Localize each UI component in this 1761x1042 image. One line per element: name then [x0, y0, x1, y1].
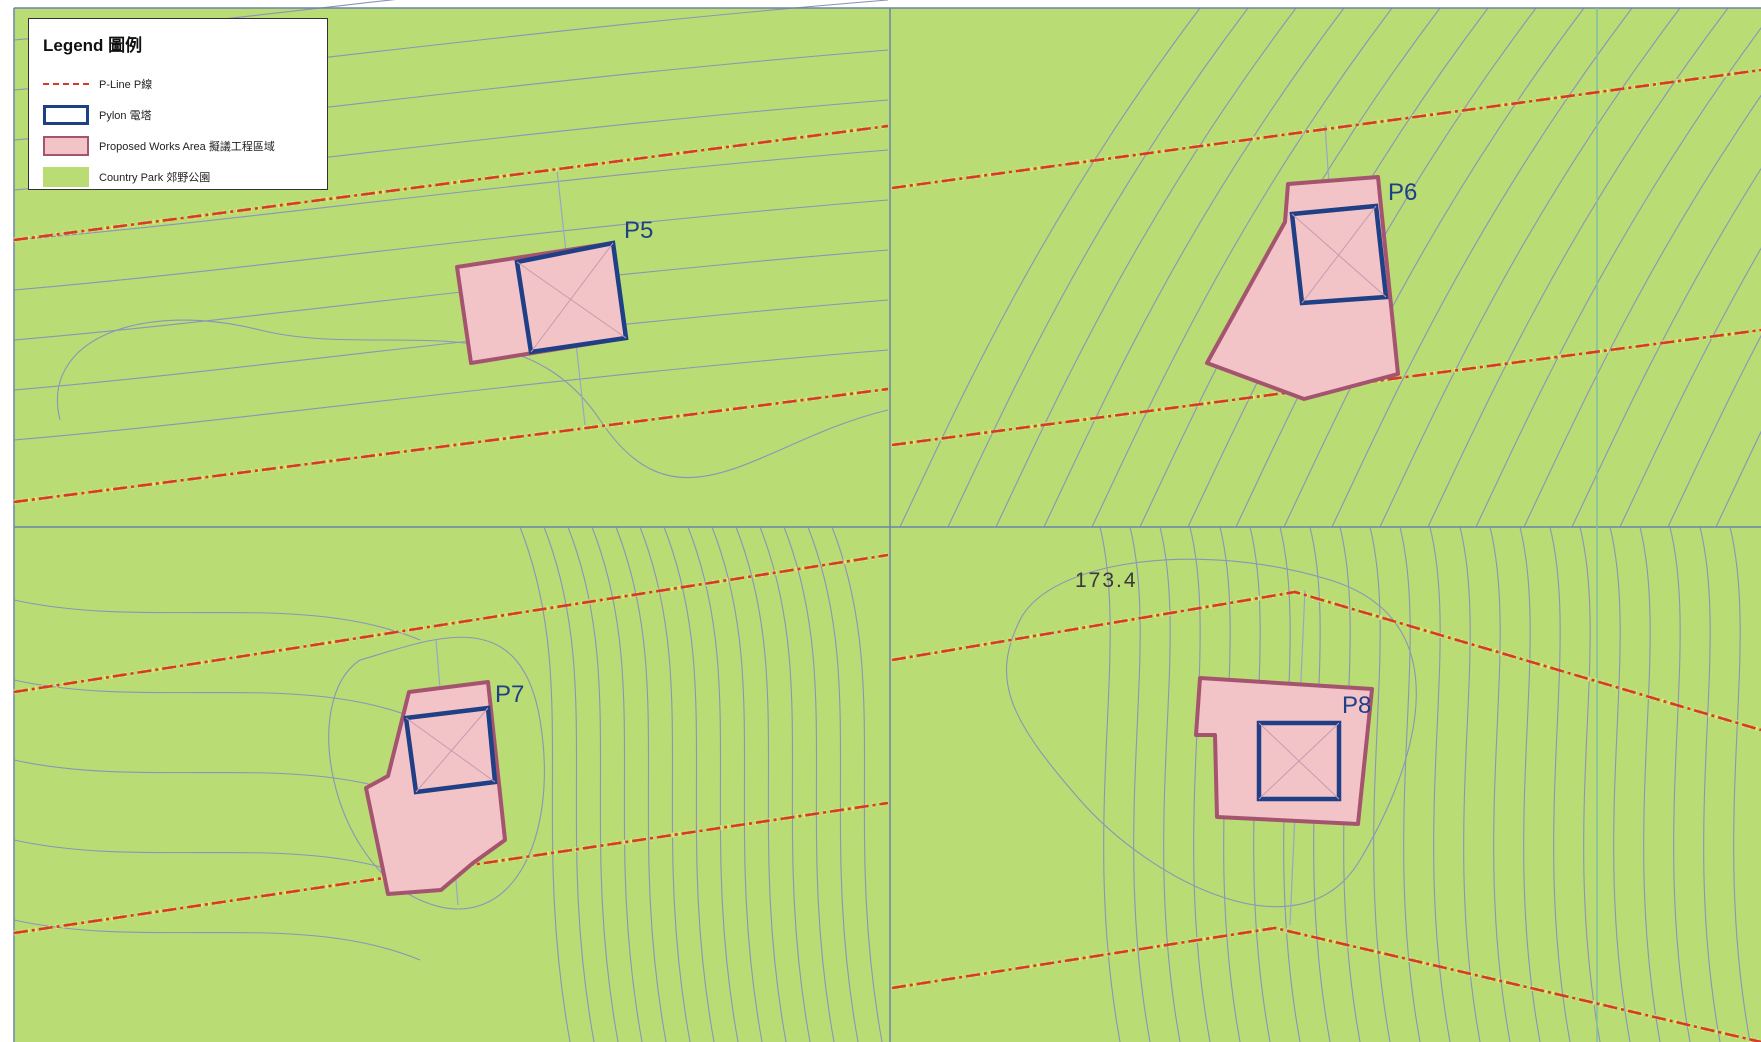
- p8-cross-b: [1258, 722, 1340, 800]
- p-line-c: [891, 68, 1761, 190]
- contour-tr-11: [1427, 7, 1729, 528]
- pline-swatch-icon: [43, 82, 89, 85]
- contour-br-loop: [1006, 558, 1417, 908]
- contour-bl-0: [519, 526, 571, 1042]
- legend-row-pylon: Pylon 電塔: [43, 99, 313, 130]
- contour-br-19: [1669, 526, 1691, 1042]
- contour-br-2: [1159, 526, 1181, 1042]
- contour-br-10: [1399, 526, 1421, 1042]
- p6-cross-a: [1291, 213, 1387, 298]
- pylon-swatch-icon: [43, 104, 89, 125]
- contour-bl-10: [759, 526, 811, 1042]
- contour-bl-12: [807, 526, 859, 1042]
- pylon-label-p6: P6: [1388, 179, 1417, 206]
- contour-br-21: [1729, 526, 1751, 1042]
- contour-tr-10: [1379, 7, 1681, 528]
- spot-height-label: 173.4: [1075, 569, 1138, 592]
- contour-bl-11: [783, 526, 835, 1042]
- contour-bl-2: [567, 526, 619, 1042]
- contour-br-16: [1579, 526, 1601, 1042]
- p-line-a: [13, 124, 889, 242]
- contour-br-12: [1459, 526, 1481, 1042]
- contour-bl-h-0: [13, 599, 421, 641]
- contour-tr-4: [1091, 7, 1393, 528]
- contour-tr-17: [1715, 430, 1761, 528]
- contour-bl-9: [735, 526, 787, 1042]
- p-line-e: [13, 553, 889, 694]
- contour-br-1: [1129, 526, 1151, 1042]
- p7-cross-b: [415, 707, 489, 793]
- pylon-p8: [1256, 720, 1342, 802]
- contour-bl-h-3: [13, 839, 421, 881]
- contour-tl-5: [13, 199, 889, 291]
- contour-tr-8: [1283, 7, 1585, 528]
- legend-row-works: Proposed Works Area 擬議工程區域: [43, 130, 313, 161]
- legend-row-park: Country Park 郊野公園: [43, 161, 313, 192]
- contour-bl-6: [663, 526, 715, 1042]
- p-lines: [13, 68, 1761, 1042]
- p6-cross-b: [1301, 205, 1377, 304]
- contour-bl-13: [831, 526, 883, 1042]
- contour-br-15: [1549, 526, 1571, 1042]
- works-area-swatch-icon: [43, 135, 89, 156]
- map-legend: Legend 圖例 P-Line P線 Pylon 電塔 Proposed Wo…: [28, 18, 328, 190]
- p-line-f: [13, 801, 889, 935]
- p5-cross-a: [516, 261, 627, 339]
- contour-tl-6: [13, 249, 889, 341]
- p-line-h: [891, 926, 1761, 1042]
- contour-br-20: [1699, 526, 1721, 1042]
- contour-bl-3: [591, 526, 643, 1042]
- contour-tl-4: [13, 149, 889, 241]
- contour-bl-8: [711, 526, 763, 1042]
- legend-label-pylon: Pylon 電塔: [99, 109, 152, 122]
- contour-bl-loop: [328, 636, 545, 910]
- legend-label-works: Proposed Works Area 擬議工程區域: [99, 140, 275, 153]
- contour-bl-h-4: [13, 919, 421, 961]
- legend-row-pline: P-Line P線: [43, 68, 313, 99]
- works-area-p8: [1194, 676, 1374, 826]
- contour-bl-h-1: [13, 679, 421, 721]
- contour-tr-14: [1571, 167, 1761, 528]
- pylon-cross-marks: [405, 205, 1387, 800]
- contour-tl-8: [13, 349, 889, 441]
- p5-cross-b: [530, 242, 614, 353]
- country-park-swatch-icon: [43, 166, 89, 187]
- halo-e: [13, 552, 889, 695]
- legend-title: Legend 圖例: [43, 36, 143, 55]
- contour-tl-7: [13, 299, 889, 391]
- p7-cross-a: [405, 717, 496, 783]
- legend-label-park: Country Park 郊野公園: [99, 171, 211, 184]
- pylon-label-p5: P5: [624, 217, 653, 244]
- legend-label-pline: P-Line P線: [99, 78, 153, 91]
- contour-bl-7: [687, 526, 739, 1042]
- contour-tr-16: [1667, 334, 1761, 528]
- contour-bl-1: [543, 526, 595, 1042]
- contour-tr-15: [1619, 247, 1761, 528]
- pylon-label-p8: P8: [1342, 692, 1371, 719]
- contour-tr-13: [1523, 94, 1761, 528]
- p-line-g: [891, 590, 1761, 732]
- contour-br-13: [1489, 526, 1511, 1042]
- contour-tr-3: [1043, 7, 1345, 528]
- contour-br-0: [1099, 526, 1121, 1042]
- contour-tr-1: [947, 7, 1249, 528]
- contour-tr-12: [1475, 27, 1761, 528]
- contour-br-14: [1519, 526, 1541, 1042]
- contour-br-17: [1609, 526, 1631, 1042]
- contour-tr-0: [899, 7, 1201, 528]
- p-line-b: [13, 387, 889, 504]
- contour-tr-2: [995, 7, 1297, 528]
- contour-br-18: [1639, 526, 1661, 1042]
- contour-br-11: [1429, 526, 1451, 1042]
- panel-grid: [13, 7, 1761, 1042]
- contour-br-3: [1189, 526, 1211, 1042]
- contour-bl-4: [615, 526, 667, 1042]
- pylon-label-p7: P7: [495, 681, 524, 708]
